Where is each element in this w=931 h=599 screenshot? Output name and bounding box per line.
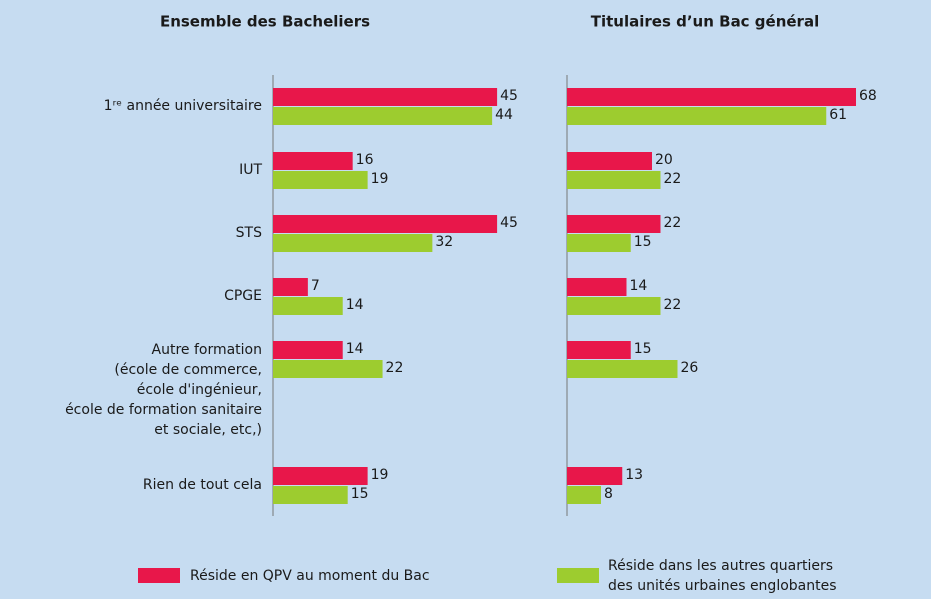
value-label: 22	[664, 297, 682, 313]
value-label: 68	[859, 88, 877, 104]
value-label: 20	[655, 152, 673, 168]
value-label: 22	[664, 215, 682, 231]
category-label: IUT	[239, 162, 262, 178]
value-label: 14	[346, 297, 364, 313]
legend-swatch	[557, 568, 599, 583]
bar	[273, 107, 493, 125]
value-label: 61	[829, 107, 847, 123]
bar	[567, 341, 631, 359]
bar	[273, 360, 383, 378]
bar	[567, 234, 631, 252]
bar	[567, 215, 661, 233]
bar	[273, 278, 308, 296]
value-label: 16	[356, 152, 374, 168]
legend-label: Réside en QPV au moment du Bac	[190, 568, 430, 584]
category-label: Autre formation (école de commerce, école …	[65, 342, 262, 438]
value-label: 8	[604, 486, 613, 502]
bar	[273, 88, 498, 106]
value-label: 26	[681, 360, 699, 376]
bar	[567, 486, 601, 504]
bar	[273, 467, 368, 485]
value-label: 15	[634, 341, 652, 357]
bar	[567, 278, 627, 296]
value-label: 45	[500, 215, 518, 231]
value-label: 45	[500, 88, 518, 104]
value-label: 15	[634, 234, 652, 250]
bar	[273, 486, 348, 504]
value-label: 14	[346, 341, 364, 357]
bar	[567, 171, 661, 189]
bar	[273, 297, 343, 315]
value-label: 22	[664, 171, 682, 187]
category-label: CPGE	[224, 288, 262, 304]
bar	[567, 107, 827, 125]
bar	[273, 215, 498, 233]
bar	[567, 360, 678, 378]
value-label: 19	[371, 171, 389, 187]
legend-swatch	[138, 568, 180, 583]
bar	[567, 152, 652, 170]
value-label: 32	[435, 234, 453, 250]
value-label: 22	[386, 360, 404, 376]
value-label: 13	[625, 467, 643, 483]
category-label: STS	[236, 225, 262, 241]
bar	[567, 88, 856, 106]
legend-label: Réside dans les autres quartiers des unit…	[608, 558, 837, 594]
bar	[567, 297, 661, 315]
value-label: 44	[495, 107, 513, 123]
value-label: 19	[371, 467, 389, 483]
bar	[273, 152, 353, 170]
bar	[273, 341, 343, 359]
bar	[273, 171, 368, 189]
chart-title: Ensemble des Bacheliers	[160, 13, 370, 31]
bar	[273, 234, 433, 252]
value-label: 14	[630, 278, 648, 294]
value-label: 7	[311, 278, 320, 294]
category-label: 1ʳᵉ année universitaire	[104, 98, 262, 114]
value-label: 15	[351, 486, 369, 502]
category-label: Rien de tout cela	[143, 477, 262, 493]
chart-title: Titulaires d’un Bac général	[591, 13, 819, 31]
bar	[567, 467, 623, 485]
